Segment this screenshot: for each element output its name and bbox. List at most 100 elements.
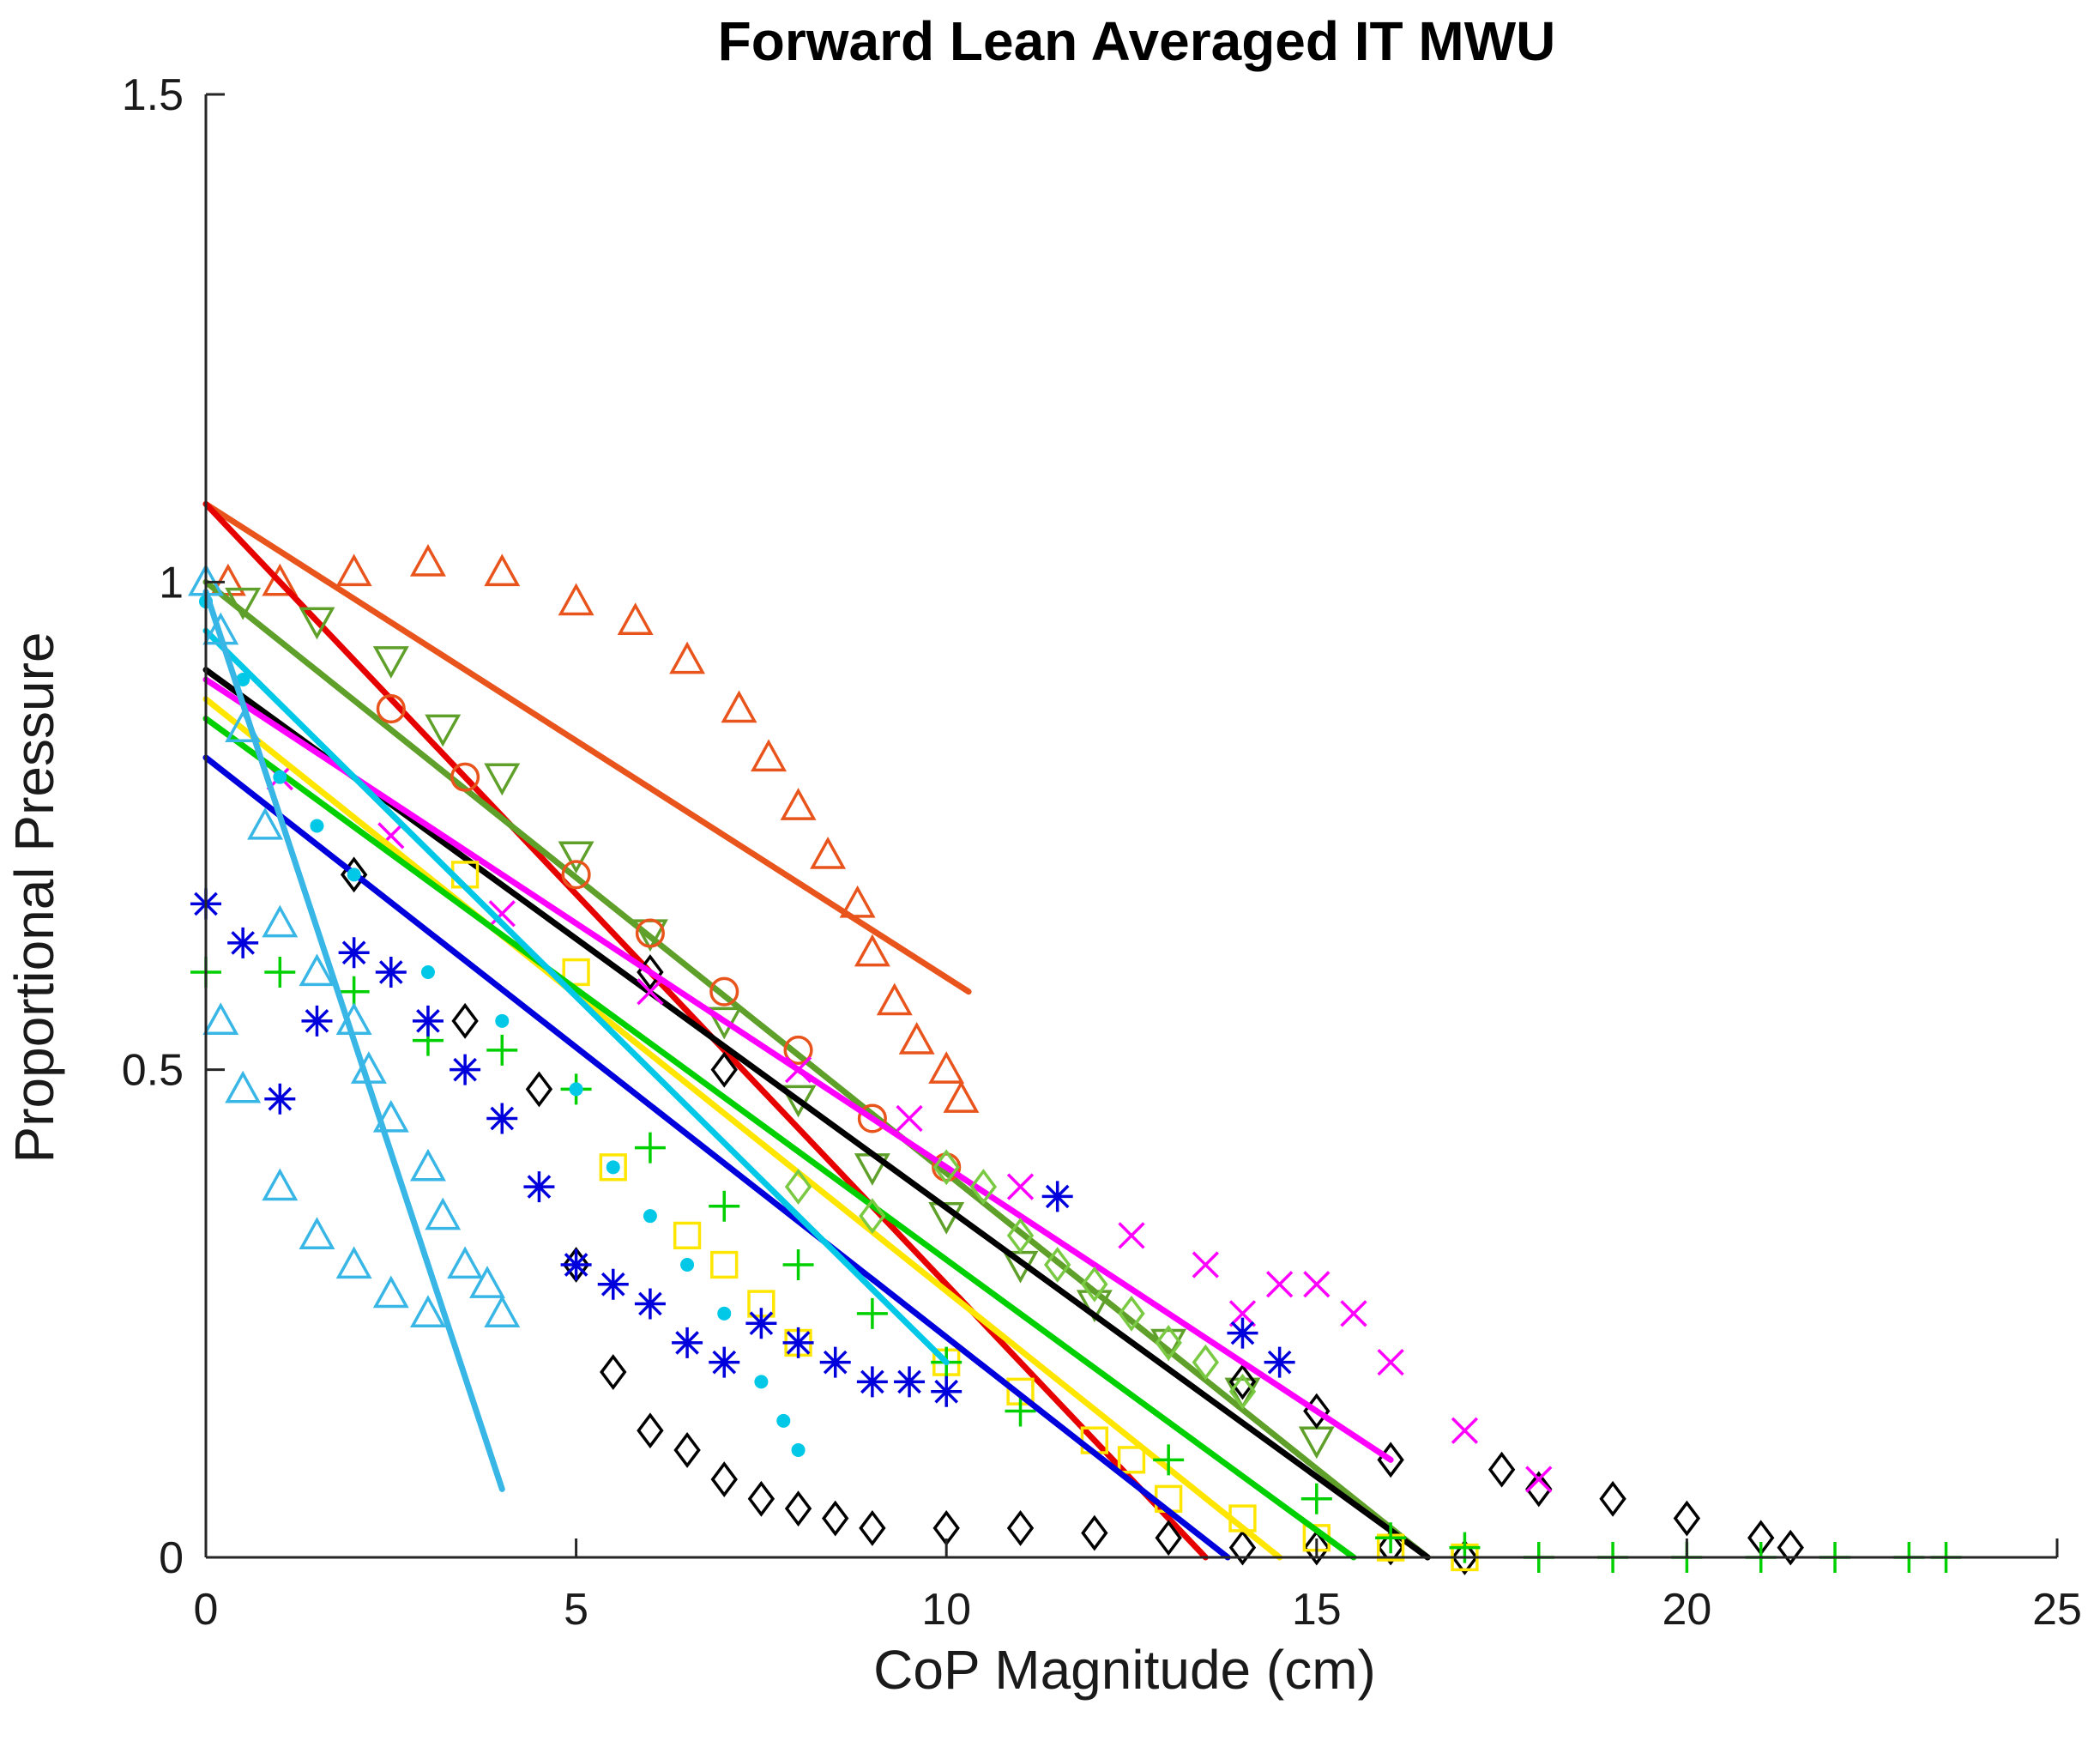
series-black-line bbox=[202, 667, 1431, 1561]
data-point bbox=[338, 976, 370, 1007]
x-axis-label: CoP Magnitude (cm) bbox=[873, 1639, 1376, 1701]
data-point bbox=[819, 1346, 851, 1378]
data-point bbox=[236, 673, 250, 686]
data-point bbox=[1227, 1317, 1258, 1349]
data-point bbox=[1155, 1520, 1182, 1557]
data-point bbox=[299, 953, 335, 987]
series-lime-diamond bbox=[784, 1149, 1257, 1410]
data-point bbox=[372, 646, 409, 679]
data-point bbox=[412, 1005, 444, 1037]
data-point bbox=[1303, 1271, 1331, 1298]
data-point bbox=[1006, 1509, 1035, 1546]
data-point bbox=[673, 1221, 702, 1250]
data-point bbox=[896, 1104, 923, 1133]
data-point bbox=[1377, 1529, 1404, 1566]
axes: 0 5 10 15 20 25 0 0.5 1 1.5 bbox=[122, 70, 2082, 1635]
data-point bbox=[558, 841, 594, 874]
data-point bbox=[409, 543, 446, 577]
data-point bbox=[634, 1132, 666, 1164]
data-point bbox=[943, 1080, 980, 1113]
data-point bbox=[299, 607, 335, 640]
y-tick-label: 0 bbox=[159, 1533, 184, 1583]
data-point bbox=[335, 553, 372, 587]
data-point bbox=[1451, 1417, 1479, 1444]
data-point bbox=[1375, 1522, 1407, 1554]
data-point bbox=[450, 762, 480, 792]
data-point bbox=[1228, 1504, 1257, 1532]
series-magenta-x bbox=[202, 676, 1553, 1493]
data-point bbox=[932, 1149, 960, 1186]
data-point bbox=[751, 739, 788, 772]
data-point bbox=[717, 1306, 732, 1321]
data-point bbox=[721, 690, 757, 723]
data-point bbox=[1155, 1325, 1182, 1361]
data-point bbox=[810, 836, 847, 869]
data-point bbox=[262, 1168, 299, 1201]
data-point bbox=[931, 1375, 962, 1407]
data-point bbox=[451, 1002, 479, 1039]
data-point bbox=[486, 1103, 518, 1134]
data-point bbox=[225, 587, 262, 620]
series-fit-line bbox=[202, 500, 972, 995]
data-point bbox=[562, 958, 590, 987]
data-point bbox=[1192, 1344, 1220, 1381]
data-point bbox=[745, 1308, 777, 1339]
data-point bbox=[710, 1461, 738, 1497]
data-point bbox=[928, 1202, 965, 1235]
series-fit-line bbox=[202, 696, 1283, 1561]
data-point bbox=[484, 763, 521, 796]
data-point bbox=[1777, 1529, 1804, 1566]
data-point bbox=[784, 1056, 812, 1084]
data-point bbox=[1043, 1247, 1071, 1283]
data-point bbox=[375, 957, 407, 988]
data-point bbox=[1228, 1363, 1257, 1400]
x-tick-label: 25 bbox=[2032, 1585, 2082, 1635]
data-point bbox=[643, 1209, 657, 1224]
data-point bbox=[447, 1246, 484, 1279]
data-point bbox=[894, 1366, 926, 1398]
data-point bbox=[776, 1413, 791, 1428]
data-point bbox=[372, 1275, 409, 1309]
data-point bbox=[1076, 1290, 1113, 1323]
data-point bbox=[1081, 1266, 1108, 1303]
data-point bbox=[876, 982, 913, 1016]
data-point bbox=[857, 1103, 887, 1133]
y-axis-label: Proportional Pressure bbox=[3, 632, 65, 1164]
data-point bbox=[209, 563, 246, 596]
data-point bbox=[486, 1034, 518, 1066]
data-point bbox=[372, 1099, 409, 1133]
data-point bbox=[484, 553, 521, 587]
data-point bbox=[822, 1500, 849, 1537]
data-point bbox=[425, 1197, 462, 1230]
data-point bbox=[1303, 1529, 1331, 1566]
y-tick-label: 0.5 bbox=[122, 1046, 184, 1096]
data-point bbox=[673, 1432, 701, 1468]
data-point bbox=[1340, 1300, 1367, 1327]
data-point bbox=[1228, 1373, 1257, 1410]
data-point bbox=[1673, 1500, 1701, 1537]
data-point bbox=[347, 867, 361, 882]
data-point bbox=[1228, 1529, 1257, 1566]
data-point bbox=[1451, 1539, 1479, 1575]
data-point bbox=[273, 770, 287, 784]
data-point bbox=[747, 1480, 775, 1517]
data-point bbox=[525, 1071, 553, 1108]
data-point bbox=[1041, 1181, 1073, 1212]
data-point bbox=[569, 1082, 583, 1097]
y-tick-label: 1.5 bbox=[122, 70, 184, 120]
data-point bbox=[1118, 1295, 1145, 1332]
data-point bbox=[780, 788, 817, 820]
data-point bbox=[488, 900, 516, 928]
data-point bbox=[606, 1160, 620, 1175]
data-point bbox=[856, 1366, 888, 1398]
data-point bbox=[1081, 1514, 1108, 1551]
series-orange-triangle bbox=[202, 500, 980, 1113]
x-tick-label: 0 bbox=[194, 1585, 219, 1635]
data-point bbox=[1488, 1451, 1516, 1488]
data-point bbox=[1599, 1480, 1626, 1517]
data-point bbox=[335, 1246, 372, 1279]
data-point bbox=[484, 1295, 521, 1327]
data-point bbox=[338, 937, 370, 969]
